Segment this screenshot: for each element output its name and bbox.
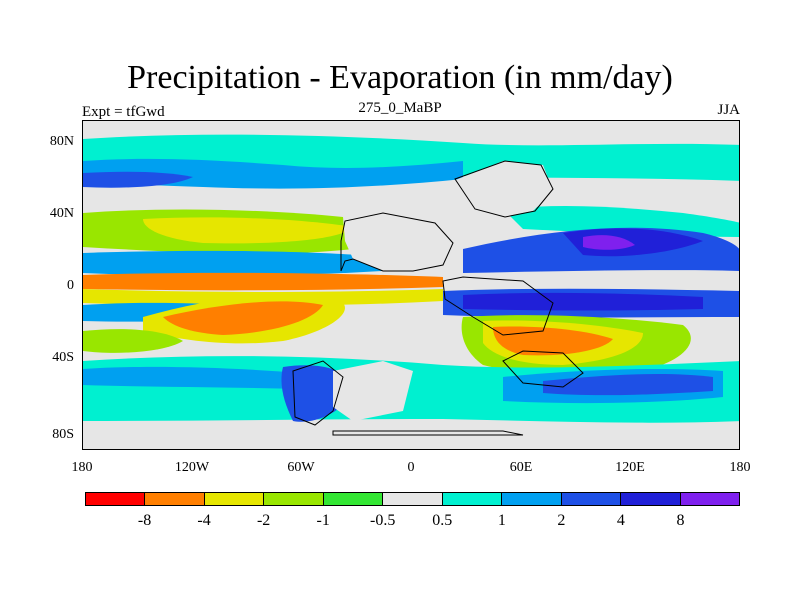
experiment-label: Expt = tfGwd [82,104,165,120]
colorbar-cell [145,493,205,505]
colorbar-cell [323,493,384,505]
colorbar-label: -2 [256,512,271,529]
chart-title: Precipitation - Evaporation (in mm/day) [127,59,673,96]
lon-tick-0: 0 [407,460,415,475]
season-label: JJA [717,102,740,118]
colorbar-cell [442,493,503,505]
lon-tick-120e: 120E [615,460,645,475]
colorbar-cell [204,493,265,505]
colorbar-label: 2 [557,512,566,529]
colorbar-cell [561,493,622,505]
colorbar-cell [621,493,681,505]
colorbar-label: -1 [316,512,330,529]
colorbar-label: -4 [197,512,211,529]
lon-tick-120w: 120W [174,460,210,475]
colorbar-cell [383,493,443,505]
colorbar-cell [680,493,739,505]
lat-tick-40s: 40S [52,350,74,365]
lat-tick-40n: 40N [49,206,74,221]
colorbar-cell [86,493,146,505]
precip-evap-field [83,121,739,449]
colorbar-cell [264,493,324,505]
colorbar-label: -8 [137,512,152,529]
lat-tick-0: 0 [67,278,74,293]
colorbar-label: 8 [676,512,685,529]
lon-tick-60w: 60W [287,460,315,475]
lat-tick-80s: 80S [52,427,74,442]
lon-tick-180e: 180 [729,460,751,475]
colorbar-label: -0.5 [370,512,396,529]
lat-tick-80n: 80N [49,134,74,149]
colorbar-label: 4 [616,512,625,529]
colorbar-label: 0.5 [432,512,453,529]
map-plot-area [82,120,740,450]
colorbar-label: 1 [497,512,506,529]
time-label: 275_0_MaBP [358,100,442,116]
colorbar-cell [502,493,562,505]
lon-tick-60e: 60E [509,460,533,475]
lon-tick-180w: 180 [71,460,93,475]
colorbar [85,492,740,506]
